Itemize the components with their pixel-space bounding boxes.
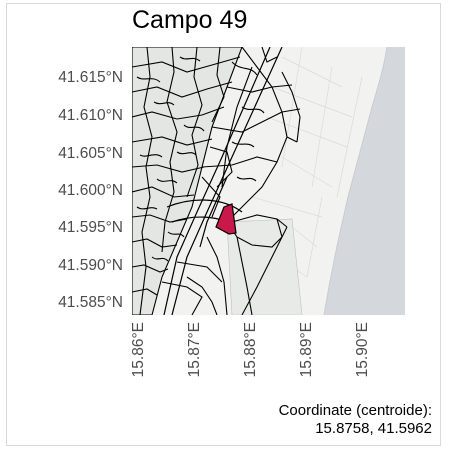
y-tick-label: 41.610°N [58,107,123,124]
sea-area [324,47,405,315]
faint-streets [251,47,363,278]
coastline [323,47,388,315]
highlighted-campo-polygon [215,203,237,235]
caption-label: Coordinate (centroide): [278,402,432,419]
x-tick-label: 15.89°E [298,322,315,378]
map-title: Campo 49 [132,6,248,34]
x-tick-label: 15.87°E [186,322,203,378]
centroid-caption: Coordinate (centroide): 15.8758, 41.5962 [279,402,432,438]
y-tick-label: 41.595°N [58,219,123,236]
x-tick-label: 15.86°E [130,322,147,378]
y-tick-label: 41.590°N [58,257,123,274]
parcel-lines-center [201,47,301,223]
parcel-lines [132,47,241,315]
railway-lines [163,47,283,315]
x-tick-label: 15.88°E [242,322,259,378]
y-tick-label: 41.585°N [58,294,123,311]
x-tick-label: 15.90°E [354,322,371,378]
map-panel [132,47,405,315]
parcel-lines-lower [186,214,288,315]
y-tick-label: 41.600°N [58,182,123,199]
y-tick-label: 41.615°N [58,69,123,86]
agricultural-parcel [226,218,303,315]
y-tick-label: 41.605°N [58,145,123,162]
caption-coordinates: 15.8758, 41.5962 [315,420,432,437]
